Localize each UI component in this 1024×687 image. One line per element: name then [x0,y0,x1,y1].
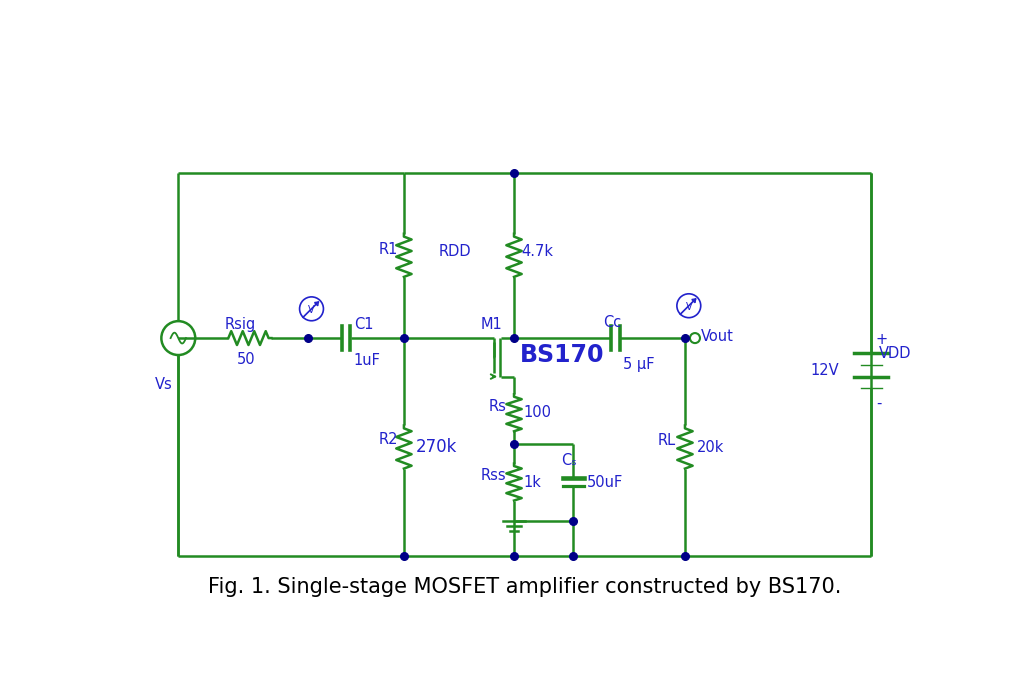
Text: 270k: 270k [416,438,458,456]
Text: BS170: BS170 [520,343,605,367]
Text: Fig. 1. Single-stage MOSFET amplifier constructed by BS170.: Fig. 1. Single-stage MOSFET amplifier co… [208,577,842,597]
Text: 4.7k: 4.7k [521,244,554,259]
Text: Cc: Cc [603,315,622,330]
Text: RDD: RDD [439,244,472,259]
Text: Rs: Rs [488,399,506,414]
Text: 1uF: 1uF [354,354,381,368]
Text: VDD: VDD [879,346,911,361]
Text: -: - [876,396,882,411]
Text: Rss: Rss [480,469,506,484]
Text: 100: 100 [523,405,551,420]
Text: 20k: 20k [697,440,725,455]
Text: 12V: 12V [810,363,839,379]
Text: Vs: Vs [156,376,173,392]
Text: C1: C1 [354,317,374,332]
Text: R2: R2 [378,432,397,447]
Text: +: + [876,333,888,348]
Text: R1: R1 [379,242,397,257]
Text: 50: 50 [237,352,255,367]
Text: Vout: Vout [701,329,734,344]
Text: Cₛ: Cₛ [561,453,578,469]
Text: V: V [308,304,314,315]
Text: 1k: 1k [523,475,541,490]
Text: 50uF: 50uF [587,475,623,490]
Text: 5 μF: 5 μF [624,357,655,372]
Text: RL: RL [657,433,676,449]
Text: M1: M1 [481,317,503,332]
Text: V: V [685,302,692,311]
Text: Rsig: Rsig [225,317,256,332]
